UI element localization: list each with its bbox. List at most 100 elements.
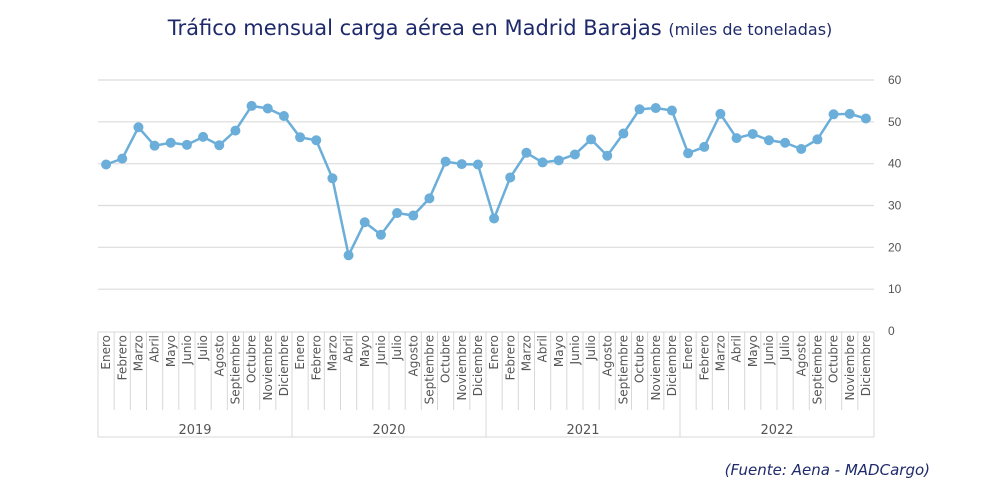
y-tick-label: 20 <box>888 240 902 254</box>
y-tick-label: 30 <box>888 199 902 213</box>
x-tick-label: Noviembre <box>455 335 469 401</box>
data-point <box>101 159 112 170</box>
x-tick-label: Septiembre <box>810 335 824 404</box>
data-point <box>392 208 403 219</box>
data-point <box>731 133 742 144</box>
source-note: (Fuente: Aena - MADCargo) <box>724 461 930 479</box>
y-tick-label: 60 <box>888 73 902 87</box>
x-tick-label: Junio <box>568 335 582 365</box>
y-tick-label: 10 <box>888 282 902 296</box>
x-tick-label: Septiembre <box>228 335 242 404</box>
data-point <box>198 131 209 142</box>
x-tick-label: Julio <box>584 335 598 361</box>
data-point <box>408 210 419 221</box>
data-point <box>424 193 435 204</box>
data-point <box>327 173 338 184</box>
data-point <box>440 156 451 167</box>
x-tick-label: Julio <box>390 335 404 361</box>
chart-title: Tráfico mensual carga aérea en Madrid Ba… <box>0 16 1000 40</box>
data-point <box>311 135 322 146</box>
x-tick-label: Enero <box>487 335 501 370</box>
x-tick-label: Febrero <box>697 335 711 380</box>
x-tick-label: Julio <box>196 335 210 361</box>
data-point <box>683 148 694 159</box>
data-point <box>149 140 160 151</box>
data-point <box>828 109 839 120</box>
x-tick-label: Octubre <box>827 335 841 383</box>
data-point <box>780 137 791 148</box>
x-tick-label: Abril <box>536 335 550 362</box>
data-point <box>472 159 483 170</box>
data-point <box>553 155 564 166</box>
x-tick-label: Mayo <box>358 335 372 367</box>
data-point <box>505 172 516 183</box>
x-tick-label: Febrero <box>115 335 129 380</box>
x-tick-label: Agosto <box>600 335 614 376</box>
x-tick-label: Mayo <box>552 335 566 367</box>
x-tick-label: Julio <box>778 335 792 361</box>
x-tick-label: Enero <box>99 335 113 370</box>
x-tick-label: Enero <box>681 335 695 370</box>
x-tick-label: Agosto <box>212 335 226 376</box>
x-tick-label: Agosto <box>406 335 420 376</box>
x-tick-label: Febrero <box>309 335 323 380</box>
data-point <box>699 141 710 152</box>
x-tick-label: Marzo <box>713 335 727 371</box>
data-point <box>343 250 354 261</box>
series-line <box>105 104 867 260</box>
x-tick-label: Noviembre <box>843 335 857 401</box>
x-tick-label: Agosto <box>794 335 808 376</box>
data-point <box>295 132 306 143</box>
x-tick-label: Septiembre <box>616 335 630 404</box>
data-point <box>359 217 370 228</box>
data-point <box>489 213 500 224</box>
data-point <box>618 128 629 139</box>
x-tick-label: Noviembre <box>261 335 275 401</box>
data-point <box>230 125 241 136</box>
data-point <box>602 150 613 161</box>
data-point <box>747 128 758 139</box>
data-point <box>214 140 225 151</box>
x-tick-label: Abril <box>148 335 162 362</box>
y-tick-label: 40 <box>888 157 902 171</box>
chart-subtitle: (miles de toneladas) <box>668 20 833 39</box>
y-tick-label: 50 <box>888 115 902 129</box>
x-tick-label: Junio <box>180 335 194 365</box>
year-label: 2019 <box>178 423 211 438</box>
data-point <box>860 113 871 124</box>
x-tick-label: Marzo <box>131 335 145 371</box>
x-tick-label: Febrero <box>503 335 517 380</box>
data-point <box>456 159 467 170</box>
x-tick-label: Abril <box>342 335 356 362</box>
x-tick-label: Noviembre <box>649 335 663 401</box>
data-point <box>650 103 661 114</box>
data-point <box>165 137 176 148</box>
data-point <box>246 100 257 111</box>
year-label: 2021 <box>566 423 599 438</box>
data-point <box>634 104 645 115</box>
data-point <box>537 157 548 168</box>
x-tick-label: Diciembre <box>471 335 485 396</box>
data-point <box>715 108 726 119</box>
x-tick-label: Mayo <box>164 335 178 367</box>
data-point <box>586 134 597 145</box>
x-tick-label: Junio <box>762 335 776 365</box>
data-point <box>569 149 580 160</box>
data-point <box>278 110 289 121</box>
data-point <box>262 103 273 114</box>
x-tick-label: Abril <box>730 335 744 362</box>
data-point <box>844 108 855 119</box>
x-tick-label: Septiembre <box>422 335 436 404</box>
x-tick-label: Diciembre <box>859 335 873 396</box>
data-point <box>763 135 774 146</box>
year-label: 2020 <box>372 423 405 438</box>
x-tick-label: Octubre <box>439 335 453 383</box>
data-point <box>812 134 823 145</box>
data-point <box>181 139 192 150</box>
data-point <box>133 122 144 133</box>
data-point <box>117 153 128 164</box>
data-point <box>796 144 807 155</box>
x-tick-label: Octubre <box>245 335 259 383</box>
y-tick-label: 0 <box>888 324 895 338</box>
